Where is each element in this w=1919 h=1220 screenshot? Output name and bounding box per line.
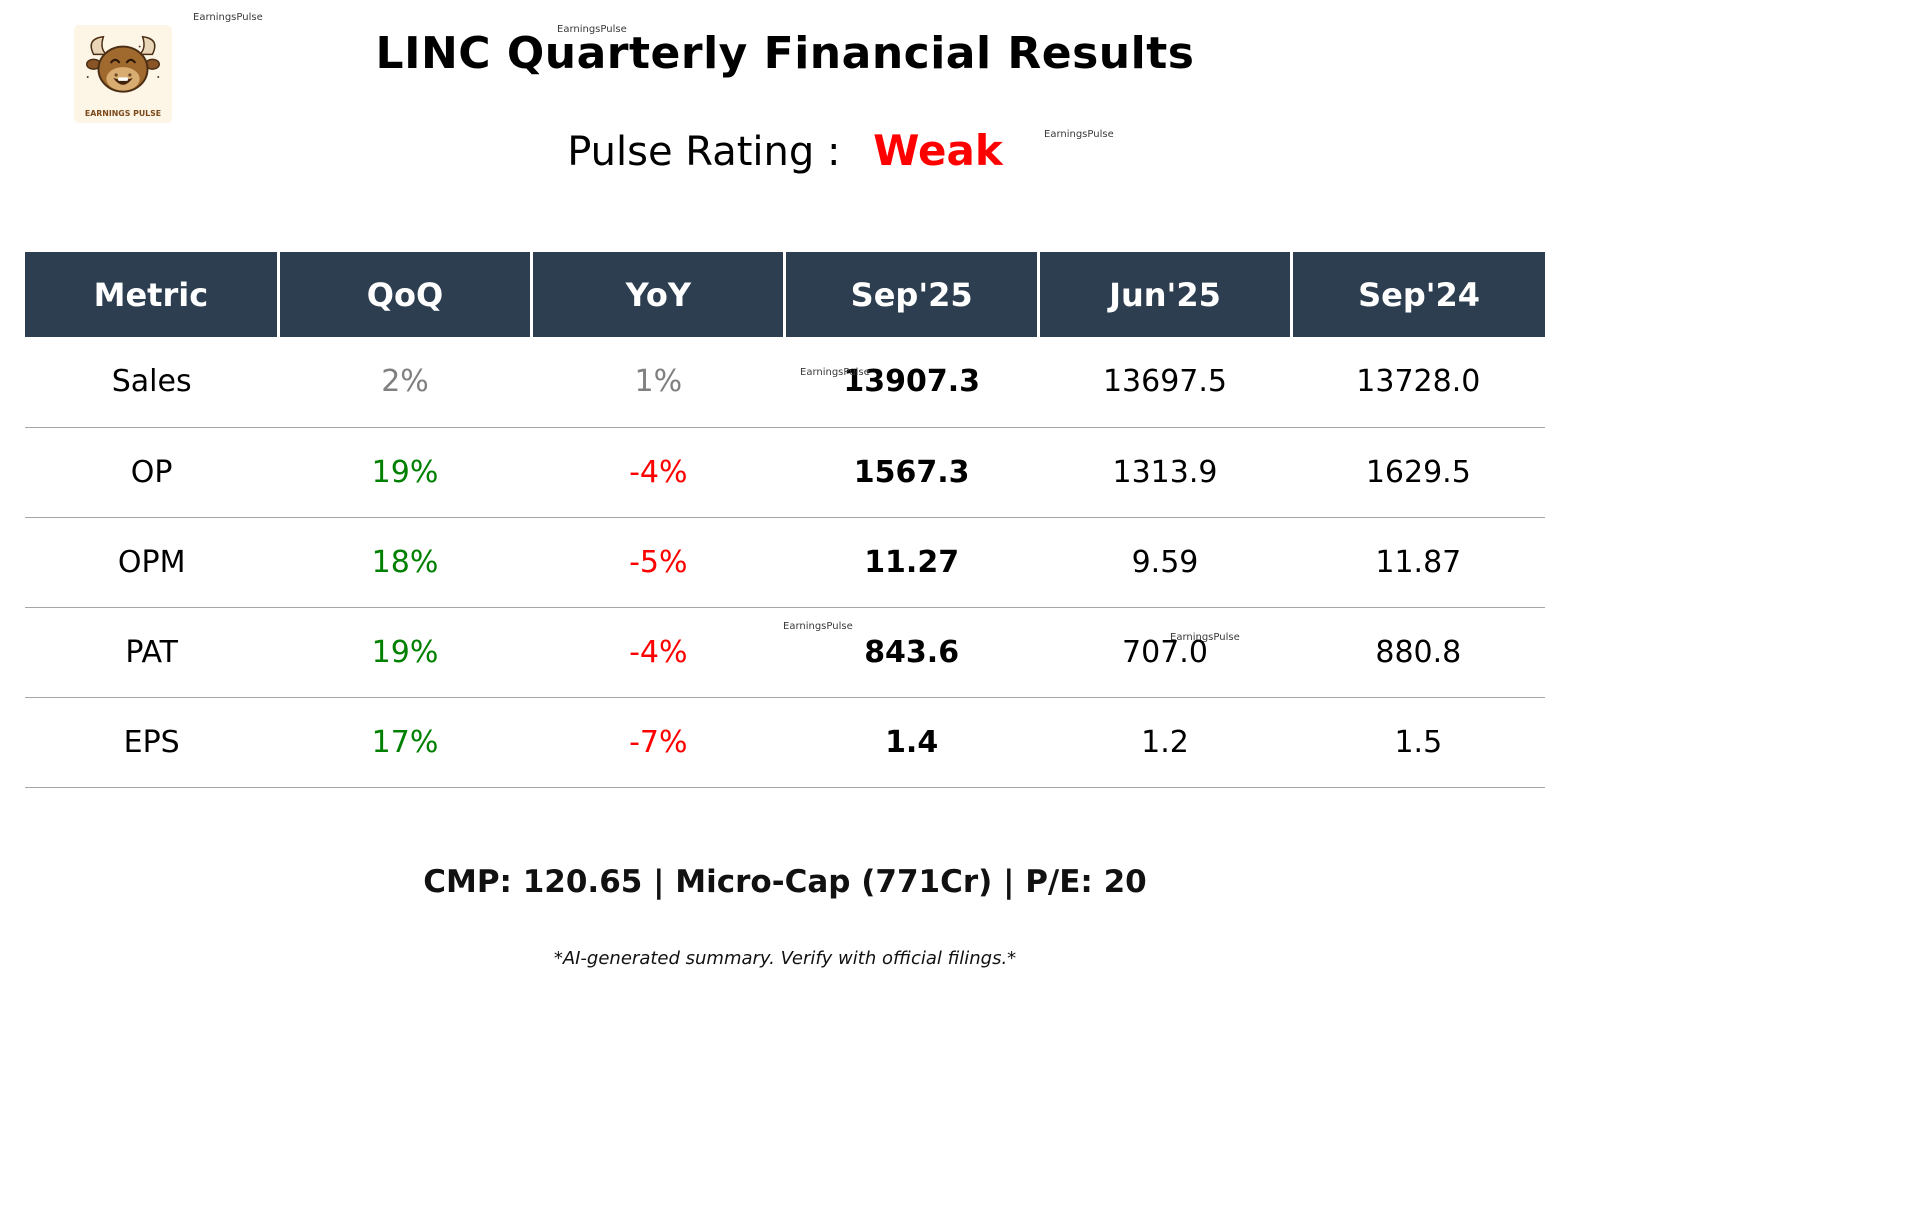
yoy-cell: 1% (531, 337, 785, 428)
watermark: EarningsPulse (800, 367, 870, 378)
col-header-sep25: Sep'25 (783, 252, 1039, 337)
yoy-cell: -4% (531, 427, 785, 518)
qoq-cell: 19% (278, 607, 532, 698)
yoy-cell: -4% (531, 607, 785, 698)
sep25-cell: 843.6 (784, 607, 1039, 698)
yoy-cell: -5% (531, 517, 785, 608)
table-row-eps: EPS 17% -7% 1.4 1.2 1.5 (25, 697, 1545, 788)
jun25-cell: 1.2 (1038, 697, 1292, 788)
metric-cell: Sales (25, 337, 279, 428)
table-header-row: Metric QoQ YoY Sep'25 Jun'25 Sep'24 (25, 252, 1545, 337)
cmp-summary-line: CMP: 120.65 | Micro-Cap (771Cr) | P/E: 2… (423, 864, 1147, 900)
watermark: EarningsPulse (193, 12, 263, 23)
financials-table: Metric QoQ YoY Sep'25 Jun'25 Sep'24 Sale… (25, 252, 1545, 788)
sep25-cell: 1567.3 (784, 427, 1039, 518)
metric-cell: PAT (25, 607, 279, 698)
col-header-qoq: QoQ (276, 252, 532, 337)
sep24-cell: 11.87 (1291, 517, 1545, 608)
jun25-cell: 1313.9 (1038, 427, 1292, 518)
yoy-cell: -7% (531, 697, 785, 788)
metric-cell: EPS (25, 697, 279, 788)
sep24-cell: 880.8 (1291, 607, 1545, 698)
sep24-cell: 1629.5 (1291, 427, 1545, 518)
pulse-rating-line: Pulse Rating : Weak (25, 126, 1545, 175)
rating-value: Weak (873, 126, 1003, 175)
sep24-cell: 13728.0 (1291, 337, 1545, 428)
watermark: EarningsPulse (1170, 632, 1240, 643)
sep24-cell: 1.5 (1291, 697, 1545, 788)
col-header-sep24: Sep'24 (1290, 252, 1545, 337)
rating-label: Pulse Rating : (567, 129, 841, 175)
col-header-metric: Metric (25, 252, 279, 337)
col-header-jun25: Jun'25 (1036, 252, 1292, 337)
jun25-cell: 707.0 (1038, 607, 1292, 698)
watermark: EarningsPulse (1044, 129, 1114, 140)
logo-brand-text: EARNINGS PULSE (85, 109, 161, 118)
table-row-sales: Sales 2% 1% 13907.3 13697.5 13728.0 (25, 337, 1545, 428)
qoq-cell: 19% (278, 427, 532, 518)
metric-cell: OP (25, 427, 279, 518)
sep25-cell: 13907.3 (784, 337, 1039, 428)
earnings-pulse-logo: EARNINGS PULSE (73, 25, 173, 123)
bull-logo-icon: EARNINGS PULSE (74, 25, 172, 123)
jun25-cell: 13697.5 (1038, 337, 1292, 428)
table-row-opm: OPM 18% -5% 11.27 9.59 11.87 (25, 517, 1545, 608)
watermark: EarningsPulse (557, 24, 627, 35)
sep25-cell: 11.27 (784, 517, 1039, 608)
table-row-pat: PAT 19% -4% 843.6 707.0 880.8 (25, 607, 1545, 698)
metric-cell: OPM (25, 517, 279, 608)
table-row-op: OP 19% -4% 1567.3 1313.9 1629.5 (25, 427, 1545, 518)
qoq-cell: 2% (278, 337, 532, 428)
sep25-cell: 1.4 (784, 697, 1039, 788)
page-title: LINC Quarterly Financial Results (375, 28, 1195, 79)
jun25-cell: 9.59 (1038, 517, 1292, 608)
col-header-yoy: YoY (530, 252, 785, 337)
watermark: EarningsPulse (783, 621, 853, 632)
ai-disclaimer: *AI-generated summary. Verify with offic… (553, 948, 1017, 969)
qoq-cell: 17% (278, 697, 532, 788)
qoq-cell: 18% (278, 517, 532, 608)
